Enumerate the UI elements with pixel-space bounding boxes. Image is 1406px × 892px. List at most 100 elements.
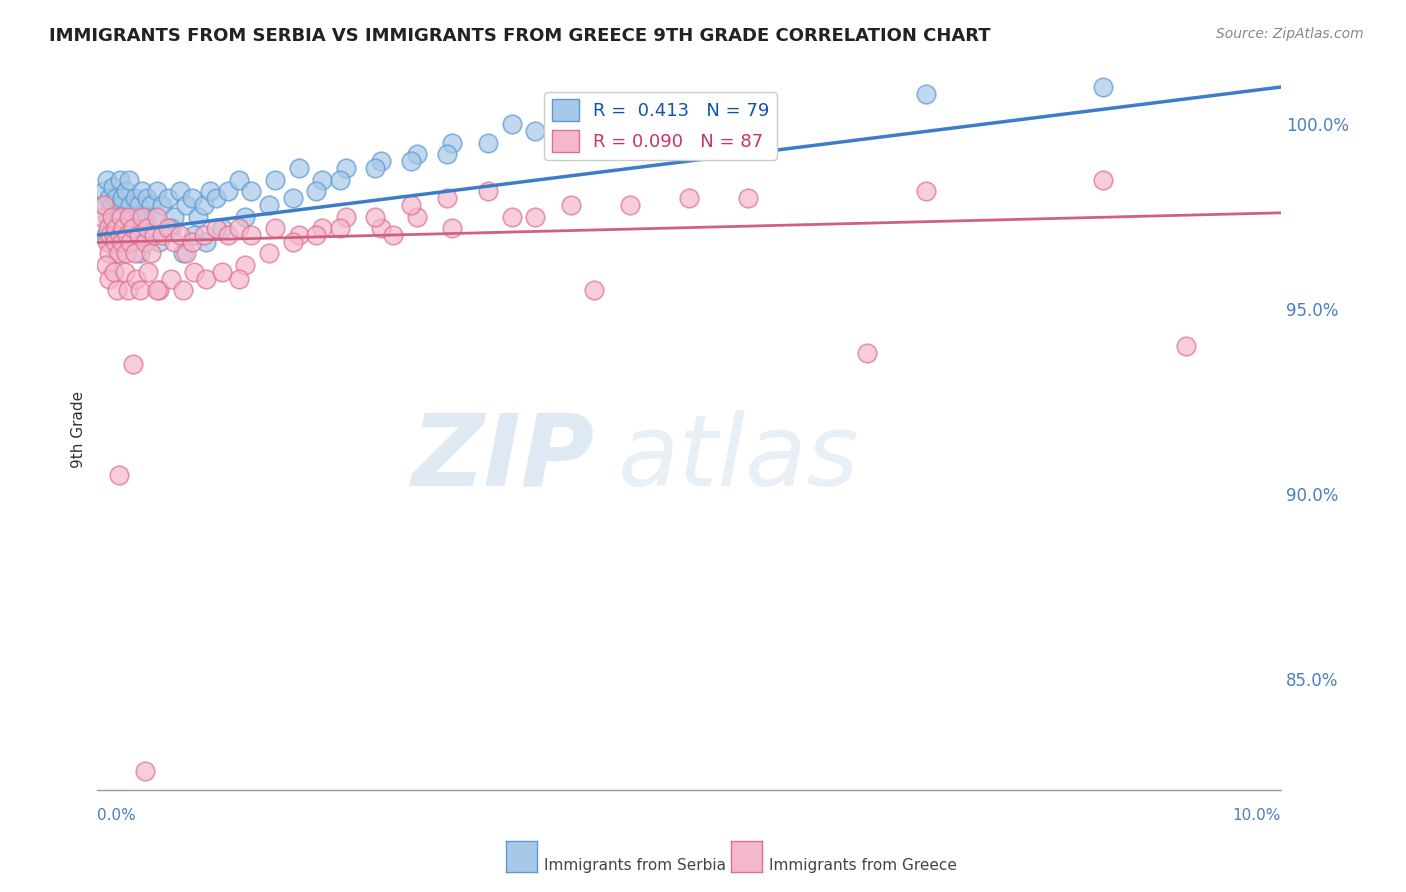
Point [915,87,938,102]
Point [281,191,304,205]
Point [124,246,146,260]
Point [183,265,205,279]
Point [382,227,405,242]
Point [364,161,387,176]
Point [193,227,215,242]
Point [129,284,152,298]
Point [114,246,136,260]
Point [93,184,115,198]
Point [98,235,121,250]
Point [145,284,167,298]
Text: 10.0%: 10.0% [1233,808,1281,823]
Point [195,272,218,286]
Point [110,198,132,212]
Point [120,235,142,250]
Point [281,235,304,250]
Point [1092,172,1115,186]
Point [125,220,148,235]
Point [737,191,759,205]
Point [121,210,143,224]
Point [117,284,139,298]
Point [187,210,209,224]
Point [311,220,333,235]
Point [204,220,226,235]
Text: ZIP: ZIP [412,409,595,507]
Point [93,198,115,212]
Point [96,235,118,250]
Point [114,265,136,279]
Point [157,220,180,235]
Point [152,227,174,242]
Point [98,227,121,242]
Legend: R =  0.413   N = 79, R = 0.090   N = 87: R = 0.413 N = 79, R = 0.090 N = 87 [544,92,776,160]
Point [136,265,159,279]
Point [233,210,256,224]
Point [198,184,221,198]
Point [524,210,547,224]
Point [136,220,159,235]
Point [477,136,499,150]
Point [148,235,170,250]
Point [174,198,197,212]
Point [619,198,641,212]
Point [104,210,127,224]
Point [264,220,287,235]
Point [152,198,174,212]
Text: Immigrants from Serbia: Immigrants from Serbia [544,858,725,872]
Point [335,161,357,176]
Point [125,272,148,286]
Point [217,184,239,198]
Point [121,358,143,372]
Point [583,284,606,298]
Point [311,172,333,186]
Point [163,210,186,224]
Text: Immigrants from Greece: Immigrants from Greece [769,858,957,872]
Point [148,284,170,298]
Point [108,227,131,242]
Point [193,198,215,212]
Point [108,172,131,186]
Point [107,246,129,260]
Point [174,246,197,260]
Point [436,146,458,161]
Point [287,161,309,176]
Point [233,258,256,272]
Point [364,210,387,224]
Point [91,210,114,224]
Point [217,227,239,242]
Point [399,154,422,169]
Point [98,191,121,205]
Point [114,184,136,198]
Point [169,184,191,198]
Point [159,272,181,286]
Point [181,191,204,205]
Point [441,136,464,150]
Point [131,184,153,198]
Point [145,184,167,198]
Point [91,198,114,212]
Point [145,210,167,224]
Point [169,227,191,242]
Point [100,210,122,224]
Point [96,172,118,186]
Point [112,220,135,235]
Point [136,191,159,205]
Point [143,227,166,242]
Point [94,258,117,272]
Point [128,227,150,242]
Point [101,180,124,194]
Point [264,172,287,186]
Point [329,220,352,235]
Point [98,246,121,260]
Point [139,246,162,260]
Point [134,764,156,779]
Point [98,272,121,286]
Point [105,220,128,235]
Text: atlas: atlas [619,409,859,507]
Point [560,98,582,112]
Point [134,210,156,224]
Point [111,191,134,205]
Point [195,235,218,250]
Point [103,220,125,235]
Point [183,227,205,242]
